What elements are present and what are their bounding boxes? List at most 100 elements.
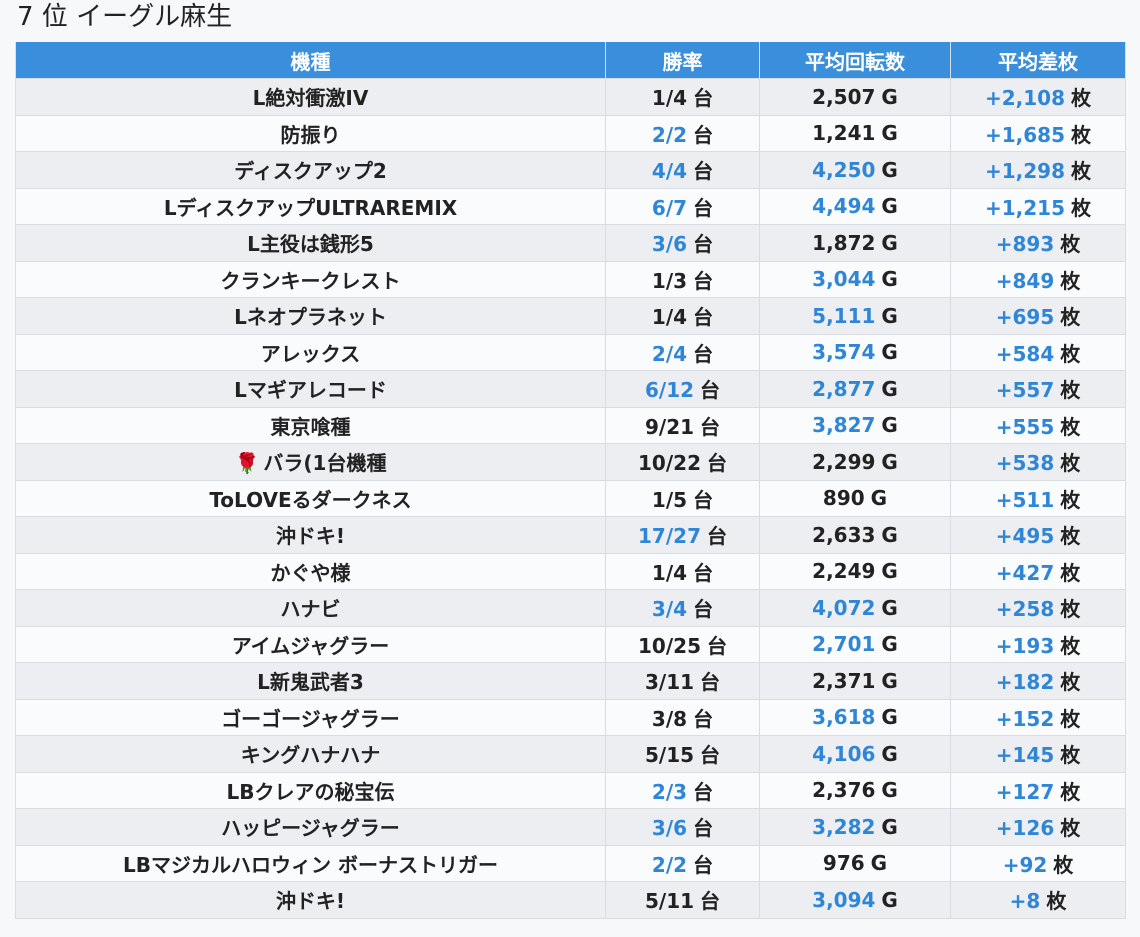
avg-diff-value: +1,215	[984, 195, 1066, 220]
table-row[interactable]: ゴーゴージャグラー 3/8 台 3,618 G +152 枚	[15, 698, 1126, 736]
win-rate-cell: 3/8 台	[605, 698, 760, 736]
avg-diff-value: +2,108	[984, 86, 1066, 111]
win-rate-unit: 台	[693, 232, 714, 257]
rose-icon: 🌹	[234, 451, 260, 476]
machine-name[interactable]: 東京喰種	[270, 414, 351, 439]
win-rate-cell: 5/15 台	[605, 735, 760, 773]
machine-name[interactable]: かぐや様	[270, 560, 351, 585]
machine-name[interactable]: 沖ドキ!	[275, 889, 346, 914]
machine-name-cell: L新鬼武者3	[15, 662, 606, 700]
machine-name[interactable]: LBマジカルハロウィン ボーナストリガー	[123, 852, 498, 877]
table-row[interactable]: ハッピージャグラー 3/6 台 3,282 G +126 枚	[15, 808, 1126, 846]
avg-spins-cell: 2,507 G	[759, 78, 951, 116]
table-row[interactable]: LディスクアップULTRAREMIX 6/7 台 4,494 G +1,215 枚	[15, 187, 1126, 225]
machine-name[interactable]: Lマギアレコード	[234, 378, 387, 403]
win-rate-cell: 5/11 台	[605, 881, 760, 919]
machine-name[interactable]: クランキークレスト	[220, 268, 401, 293]
table-row[interactable]: かぐや様 1/4 台 2,249 G +427 枚	[15, 552, 1126, 590]
machine-name[interactable]: キングハナハナ	[240, 743, 381, 768]
machine-name[interactable]: 防振り	[280, 122, 341, 147]
table-row[interactable]: ハナビ 3/4 台 4,072 G +258 枚	[15, 589, 1126, 627]
avg-spins-cell: 890 G	[759, 479, 951, 517]
machine-name[interactable]: ディスクアップ2	[234, 159, 387, 184]
win-rate-value: 2/3	[651, 779, 688, 804]
machine-name-cell: LディスクアップULTRAREMIX	[15, 187, 606, 225]
machine-name[interactable]: L新鬼武者3	[257, 670, 364, 695]
machine-name[interactable]: ハッピージャグラー	[221, 816, 400, 841]
machine-name[interactable]: LディスクアップULTRAREMIX	[163, 195, 458, 220]
avg-spins-cell: 3,282 G	[759, 808, 951, 846]
win-rate-unit: 台	[693, 305, 714, 330]
table-row[interactable]: L絶対衝激IV 1/4 台 2,507 G +2,108 枚	[15, 78, 1126, 116]
table-row[interactable]: アレックス 2/4 台 3,574 G +584 枚	[15, 333, 1126, 371]
machine-name[interactable]: アイムジャグラー	[231, 633, 390, 658]
table-row[interactable]: L主役は銭形5 3/6 台 1,872 G +893 枚	[15, 224, 1126, 262]
avg-diff-value: +258	[995, 597, 1055, 622]
avg-spins-unit: G	[870, 851, 888, 876]
machine-name[interactable]: Lネオプラネット	[234, 305, 387, 330]
avg-spins-unit: G	[881, 705, 898, 730]
win-rate-value: 1/4	[651, 86, 688, 111]
table-row[interactable]: Lネオプラネット 1/4 台 5,111 G +695 枚	[15, 297, 1126, 335]
avg-spins-cell: 3,574 G	[759, 333, 951, 371]
avg-diff-cell: +695 枚	[950, 297, 1126, 335]
win-rate-unit: 台	[700, 670, 721, 695]
table-row[interactable]: 沖ドキ! 5/11 台 3,094 G +8 枚	[15, 881, 1126, 919]
avg-spins-value: 2,877	[812, 376, 876, 401]
avg-diff-unit: 枚	[1071, 195, 1092, 220]
avg-diff-cell: +427 枚	[950, 552, 1126, 590]
win-rate-value: 1/4	[651, 305, 688, 330]
win-rate-value: 10/22	[638, 451, 701, 476]
avg-diff-unit: 枚	[1060, 268, 1081, 293]
table-row[interactable]: 東京喰種 9/21 台 3,827 G +555 枚	[15, 406, 1126, 444]
win-rate-value: 6/7	[651, 195, 688, 220]
table-row[interactable]: Lマギアレコード 6/12 台 2,877 G +557 枚	[15, 370, 1126, 408]
avg-spins-unit: G	[881, 778, 898, 803]
table-row[interactable]: キングハナハナ 5/15 台 4,106 G +145 枚	[15, 735, 1126, 773]
avg-diff-value: +538	[995, 451, 1055, 476]
table-row[interactable]: アイムジャグラー 10/25 台 2,701 G +193 枚	[15, 625, 1126, 663]
table-row[interactable]: LBクレアの秘宝伝 2/3 台 2,376 G +127 枚	[15, 771, 1126, 809]
avg-spins-cell: 4,106 G	[759, 735, 951, 773]
table-row[interactable]: L新鬼武者3 3/11 台 2,371 G +182 枚	[15, 662, 1126, 700]
win-rate-unit: 台	[700, 743, 721, 768]
avg-spins-value: 5,111	[812, 303, 876, 328]
table-row[interactable]: ToLOVEるダークネス 1/5 台 890 G +511 枚	[15, 479, 1126, 517]
machine-name[interactable]: LBクレアの秘宝伝	[226, 779, 395, 804]
win-rate-cell: 3/4 台	[605, 589, 760, 627]
table-row[interactable]: クランキークレスト 1/3 台 3,044 G +849 枚	[15, 260, 1126, 298]
table-row[interactable]: 🌹 バラ(1台機種 10/22 台 2,299 G +538 枚	[15, 443, 1126, 481]
win-rate-value: 3/4	[651, 597, 688, 622]
avg-spins-unit: G	[881, 84, 898, 109]
avg-diff-cell: +511 枚	[950, 479, 1126, 517]
avg-spins-unit: G	[881, 157, 898, 182]
machine-name[interactable]: 沖ドキ!	[275, 524, 346, 549]
avg-diff-unit: 枚	[1060, 816, 1081, 841]
table-row[interactable]: 沖ドキ! 17/27 台 2,633 G +495 枚	[15, 516, 1126, 554]
table-row[interactable]: LBマジカルハロウィン ボーナストリガー 2/2 台 976 G +92 枚	[15, 844, 1126, 882]
column-header-win-rate[interactable]: 勝率	[605, 42, 760, 79]
avg-spins-cell: 2,877 G	[759, 370, 951, 408]
column-header-avg-diff[interactable]: 平均差枚	[950, 42, 1126, 79]
machine-name[interactable]: L絶対衝激IV	[252, 86, 369, 111]
column-header-machine[interactable]: 機種	[15, 42, 606, 79]
avg-spins-cell: 1,241 G	[759, 114, 951, 152]
avg-diff-cell: +193 枚	[950, 625, 1126, 663]
machine-name[interactable]: L主役は銭形5	[247, 232, 374, 257]
avg-spins-value: 1,872	[812, 230, 876, 255]
machine-name[interactable]: ToLOVEるダークネス	[209, 487, 412, 512]
machine-name[interactable]: ハナビ	[280, 597, 341, 622]
avg-diff-value: +145	[995, 743, 1055, 768]
avg-diff-value: +1,298	[984, 159, 1066, 184]
table-row[interactable]: 防振り 2/2 台 1,241 G +1,685 枚	[15, 114, 1126, 152]
table-row[interactable]: ディスクアップ2 4/4 台 4,250 G +1,298 枚	[15, 151, 1126, 189]
machine-name[interactable]: アレックス	[260, 341, 361, 366]
column-header-avg-spins[interactable]: 平均回転数	[759, 42, 951, 79]
win-rate-unit: 台	[706, 524, 727, 549]
win-rate-unit: 台	[693, 195, 714, 220]
avg-diff-cell: +1,685 枚	[950, 114, 1126, 152]
avg-spins-cell: 2,299 G	[759, 443, 951, 481]
win-rate-unit: 台	[693, 560, 714, 585]
machine-name[interactable]: バラ(1台機種	[263, 451, 387, 476]
machine-name[interactable]: ゴーゴージャグラー	[221, 706, 400, 731]
